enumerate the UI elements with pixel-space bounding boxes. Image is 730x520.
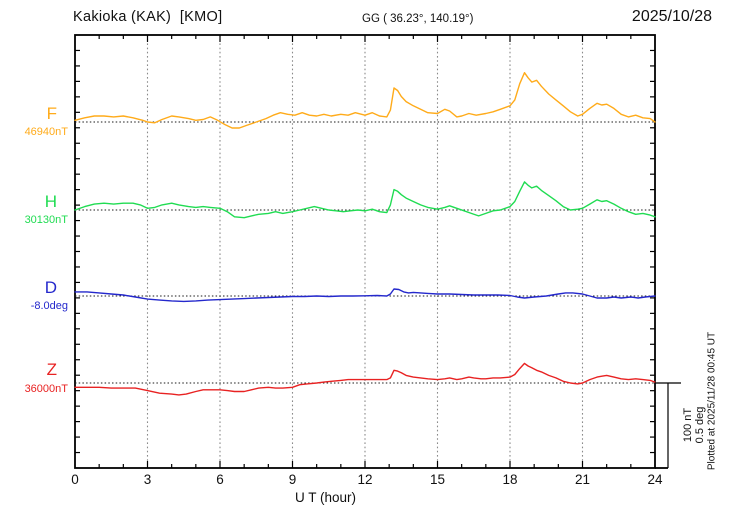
x-axis-label: U T (hour)	[295, 490, 357, 505]
x-tick-label-9: 9	[288, 472, 297, 487]
trace-Z	[74, 362, 656, 396]
series-label-D: D	[44, 278, 57, 297]
x-tick-label-24: 24	[647, 472, 663, 487]
trace-F	[74, 71, 656, 129]
scale-bar-nt: 100 nT	[682, 407, 694, 443]
x-tick-label-6: 6	[216, 472, 224, 487]
observation-date: 2025/10/28	[631, 8, 712, 25]
scale-bar-label: 100 nT 0.5 deg	[682, 407, 706, 444]
geographic-coordinates: GG ( 36.23°, 140.19°)	[362, 13, 474, 25]
x-tick-label-15: 15	[429, 472, 446, 487]
scale-bar-deg: 0.5 deg	[694, 406, 706, 444]
x-tick-label-12: 12	[357, 472, 373, 487]
x-tick-label-21: 21	[574, 472, 591, 487]
trace-H	[74, 181, 656, 219]
series-baseline-F: 46940nT	[24, 126, 68, 138]
plot-frame	[74, 34, 656, 469]
x-tick-label-0: 0	[71, 472, 79, 487]
series-baseline-H: 30130nT	[24, 214, 68, 226]
x-tick-label-3: 3	[143, 472, 152, 487]
trace-D	[74, 288, 656, 303]
x-tick-label-18: 18	[502, 472, 518, 487]
series-baseline-D: -8.0deg	[30, 300, 68, 312]
series-baseline-Z: 36000nT	[24, 383, 68, 395]
series-label-H: H	[44, 192, 57, 211]
series-label-Z: Z	[46, 360, 57, 379]
station-title: Kakioka (KAK) [KMO]	[73, 9, 223, 25]
plotted-at-timestamp: Plotted at 2025/11/28 00:45 UT	[706, 331, 718, 471]
series-label-F: F	[46, 104, 57, 123]
